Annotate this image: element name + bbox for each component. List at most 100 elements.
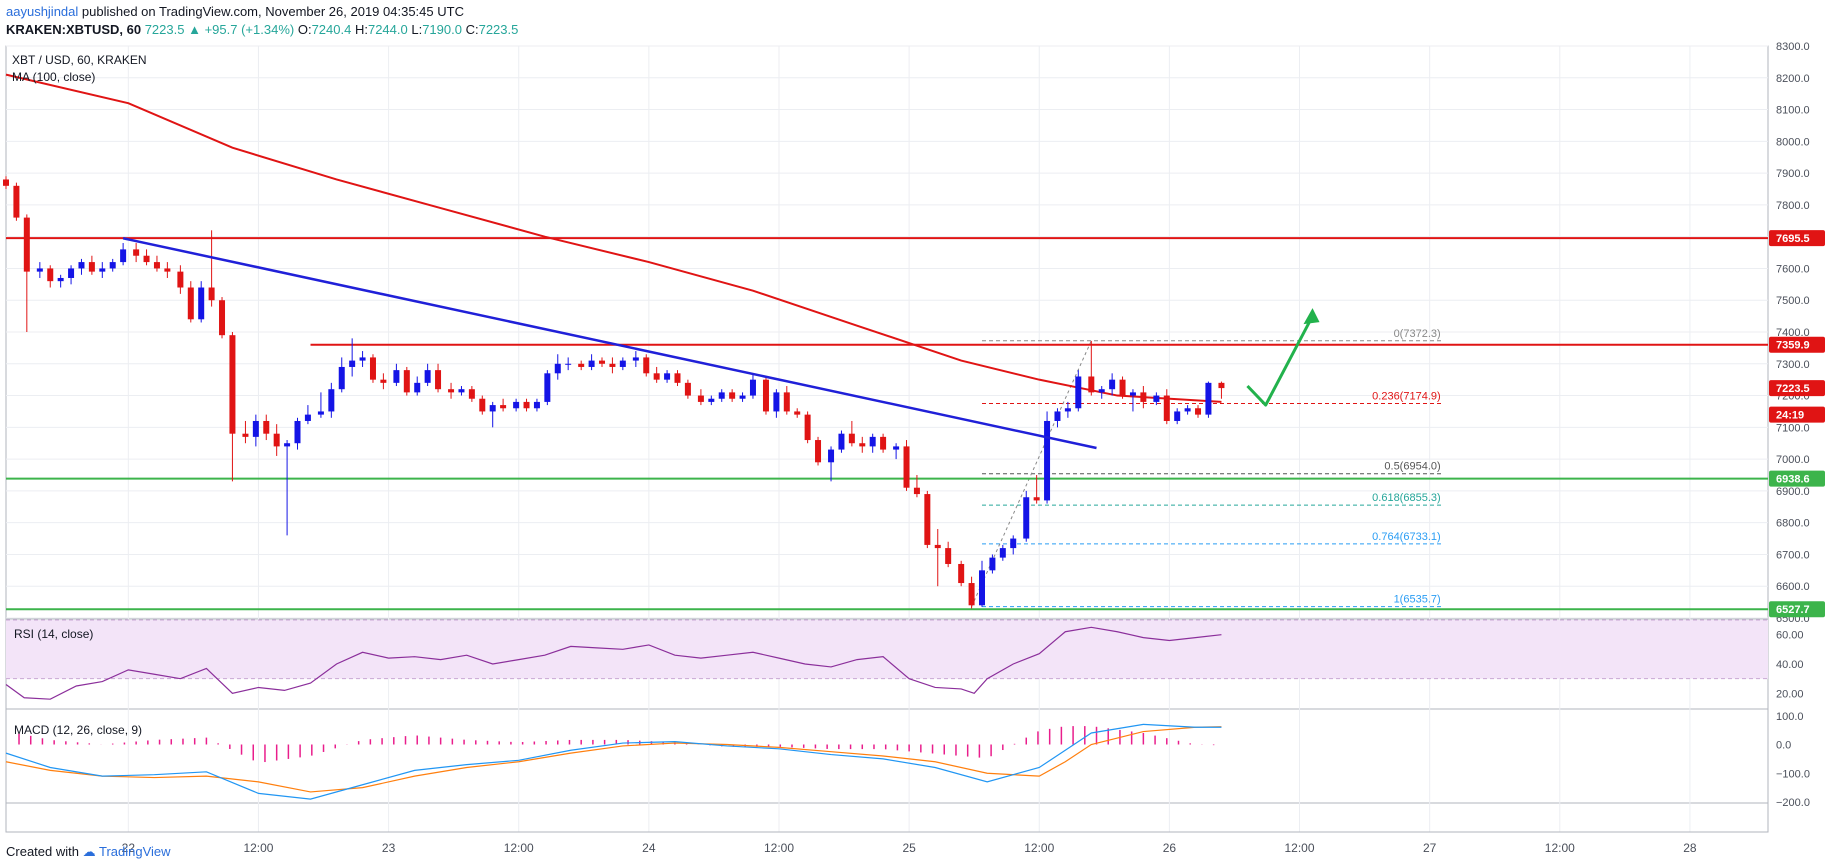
axes: 8300.08200.08100.08000.07900.07800.07700…: [6, 41, 1810, 855]
candle-body: [88, 262, 95, 272]
candle-body: [554, 363, 561, 374]
candle-body: [968, 583, 975, 606]
time-tick-label: 12:00: [764, 841, 794, 855]
candle-body: [23, 217, 30, 272]
candle-body: [393, 370, 400, 383]
time-tick-label: 22: [122, 841, 136, 855]
candle-body: [403, 370, 410, 393]
price-tick-label: 8000.0: [1776, 136, 1810, 148]
candle-body: [414, 382, 421, 393]
quote-line: KRAKEN:XBTUSD, 60 7223.5 ▲ +95.7 (+1.34%…: [6, 21, 518, 38]
candle-body: [1010, 538, 1017, 549]
trendline-group: [122, 237, 1097, 450]
time-tick-label: 27: [1423, 841, 1437, 855]
candle-body: [619, 360, 626, 367]
candle-body: [1218, 382, 1225, 389]
time-tick-label: 25: [902, 841, 916, 855]
candle-body: [783, 392, 790, 412]
candle-body: [1098, 389, 1105, 393]
fib-label: 0.5(6954.0): [1384, 461, 1440, 473]
created-with-text: Created with: [6, 844, 79, 859]
price-change: +95.7 (+1.34%): [204, 22, 295, 37]
candle-body: [1174, 411, 1181, 421]
horizontal-levels: [6, 237, 1768, 611]
fib-label: 0.764(6733.1): [1372, 531, 1441, 543]
candle-body: [565, 363, 572, 365]
candle-body: [749, 379, 756, 396]
candle-body: [133, 249, 140, 256]
candle-body: [47, 268, 54, 282]
candle-body: [859, 443, 866, 447]
candle-body: [164, 268, 171, 272]
fib-label: 0(7372.3): [1394, 328, 1441, 340]
tradingview-logo-icon[interactable]: ☁: [82, 844, 96, 859]
price-tick-label: 7400.0: [1776, 327, 1810, 339]
candles: [3, 176, 1225, 609]
candle-body: [317, 411, 324, 415]
price-tick-label: 7600.0: [1776, 263, 1810, 275]
candle-body: [674, 373, 681, 383]
ma-100-line: [5, 73, 1222, 403]
candle-body: [684, 382, 691, 396]
rsi-title: RSI (14, close): [14, 627, 93, 641]
candle-body: [1054, 411, 1061, 421]
candle-body: [489, 405, 496, 412]
candle-body: [838, 433, 845, 450]
time-tick-label: 12:00: [1285, 841, 1315, 855]
tradingview-brand[interactable]: TradingView: [99, 844, 171, 859]
price-tick-label: 7500.0: [1776, 295, 1810, 307]
countdown-tag: 24:19: [1776, 410, 1804, 422]
macd-tick-label: 0.0: [1776, 740, 1791, 752]
candle-body: [273, 433, 280, 447]
projection-arrow: [1246, 315, 1314, 407]
low-value: 7190.0: [422, 22, 462, 37]
candle-body: [458, 389, 465, 393]
rsi-line: [5, 626, 1222, 700]
candle-body: [729, 392, 736, 399]
price-tick-label: 7100.0: [1776, 422, 1810, 434]
candle-body: [804, 414, 811, 441]
arrow-head-icon: [1303, 308, 1320, 325]
candle-body: [1044, 420, 1051, 501]
candle-body: [99, 268, 106, 272]
candle-body: [828, 449, 835, 463]
open-label: O:: [297, 22, 312, 37]
price-tick-label: 8100.0: [1776, 105, 1810, 117]
time-tick-label: 12:00: [243, 841, 273, 855]
candle-body: [198, 287, 205, 320]
time-tick-label: 28: [1683, 841, 1697, 855]
close-label: C:: [465, 22, 479, 37]
candle-body: [643, 357, 650, 374]
level-tag-bg: [1769, 336, 1825, 353]
candle-body: [1075, 376, 1082, 409]
level-tag: 6938.6: [1776, 474, 1810, 486]
candle-body: [304, 414, 311, 421]
candle-body: [588, 360, 595, 367]
candle-body: [448, 389, 455, 393]
candle-body: [263, 420, 270, 434]
close-value: 7223.5: [478, 22, 519, 37]
candle-body: [1109, 379, 1116, 390]
author-link[interactable]: aayushjindal: [6, 4, 79, 19]
candle-body: [380, 379, 387, 383]
macd-signal-line: [5, 726, 1222, 793]
candle-body: [599, 360, 606, 364]
trendline: [122, 237, 1097, 450]
price-tick-label: 6900.0: [1776, 486, 1810, 498]
price-tags: 7695.5 7359.9 6938.6 6527.7 7223.5 24:19: [1769, 230, 1825, 618]
time-tick-label: 26: [1163, 841, 1177, 855]
candle-body: [109, 262, 116, 269]
macd-tick-label: −200.0: [1776, 797, 1810, 809]
countdown-tag-bg: [1769, 406, 1825, 423]
fib-label: 1(6535.7): [1394, 594, 1441, 606]
last-tag-bg: [1769, 380, 1825, 397]
candle-body: [1195, 408, 1202, 415]
candle-body: [359, 357, 366, 361]
candle-body: [229, 335, 236, 434]
candle-body: [848, 433, 855, 444]
candle-body: [718, 392, 725, 399]
time-tick-label: 24: [642, 841, 656, 855]
candle-body: [328, 389, 335, 412]
time-tick-label: 23: [382, 841, 396, 855]
